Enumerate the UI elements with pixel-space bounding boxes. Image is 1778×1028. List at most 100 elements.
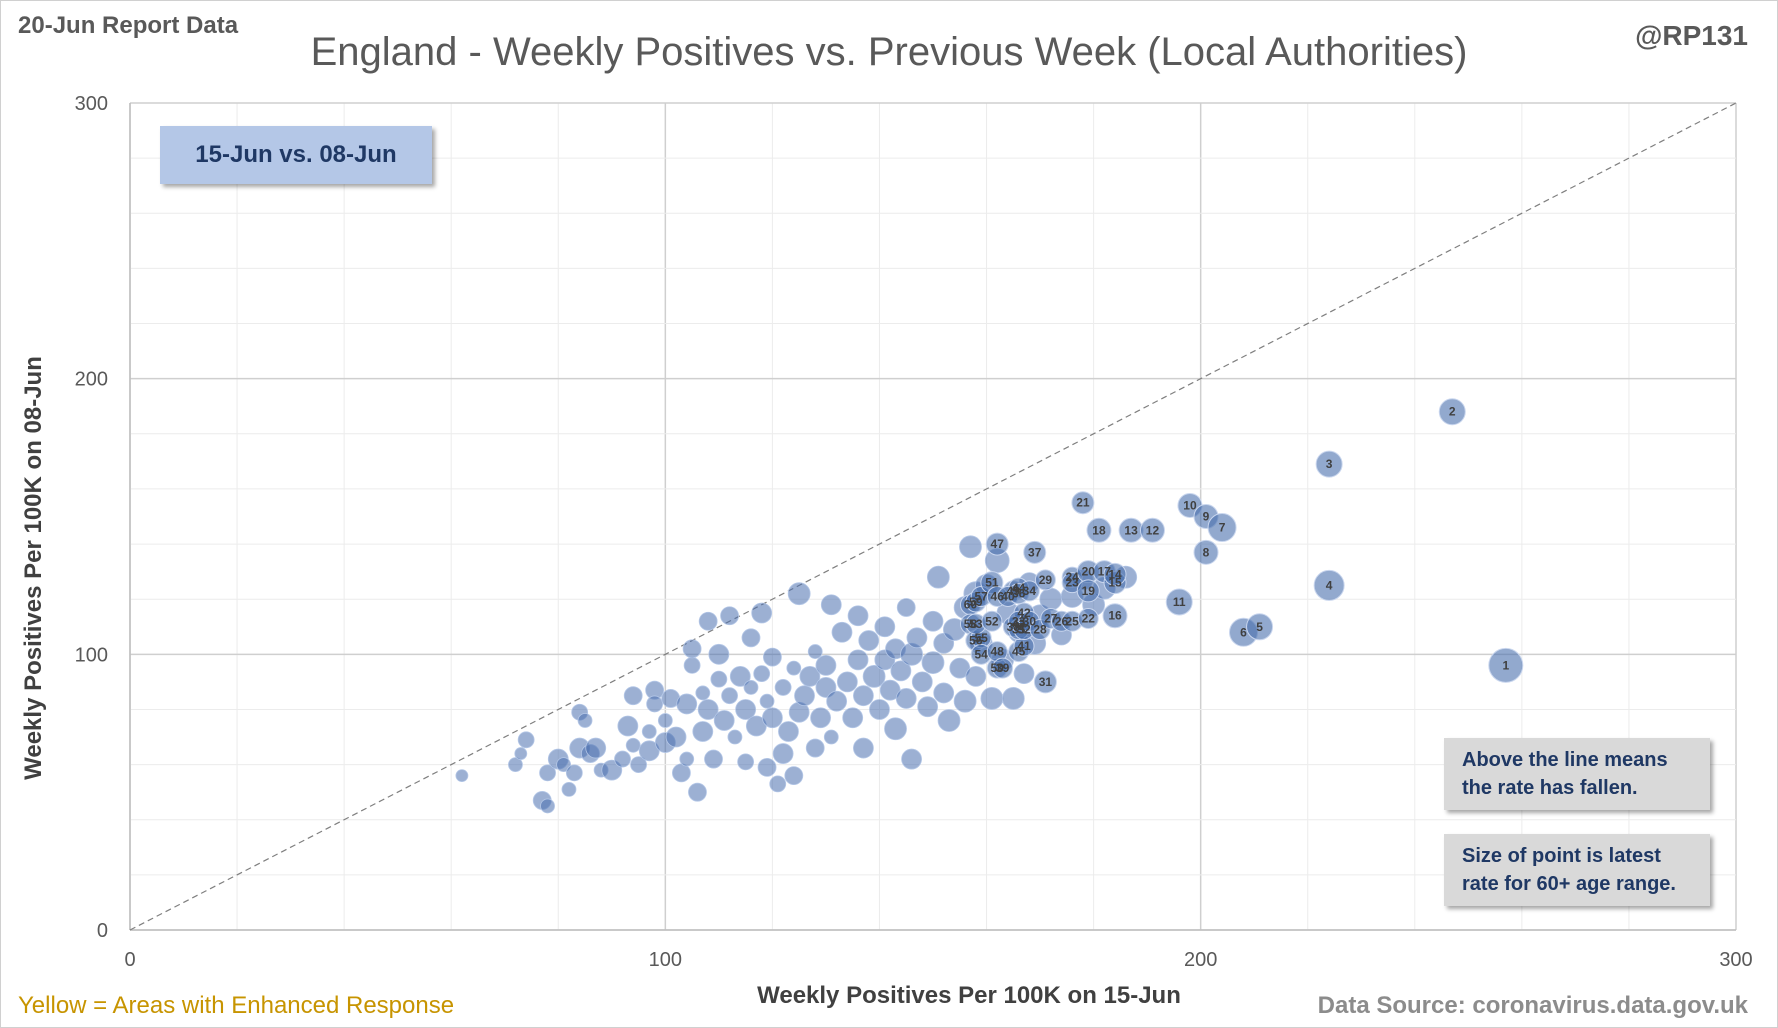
bubble xyxy=(641,724,657,739)
bubble xyxy=(514,747,528,760)
bubble xyxy=(665,726,687,748)
bubble-label: 7 xyxy=(1219,521,1226,535)
bubble-label: 35 xyxy=(1012,623,1026,637)
note-point-size: Size of point is latest rate for 60+ age… xyxy=(1444,834,1710,906)
bubble xyxy=(810,707,831,729)
bubble xyxy=(683,656,701,674)
bubble xyxy=(926,565,950,589)
bubble xyxy=(784,766,804,786)
bubble-label: 59 xyxy=(969,595,983,609)
bubble xyxy=(831,621,853,643)
bubble xyxy=(853,685,874,707)
bubble xyxy=(1039,587,1063,611)
bubble-label: 24 xyxy=(1066,570,1080,584)
bubble-labeled xyxy=(1139,517,1165,543)
note-point-size-1: Size of point is latest xyxy=(1462,845,1661,867)
bubble xyxy=(751,602,773,624)
bubble xyxy=(965,665,987,687)
bubble xyxy=(692,721,714,742)
bubble xyxy=(921,651,945,675)
bubble xyxy=(858,630,880,651)
bubble-label: 52 xyxy=(985,614,999,628)
bubble xyxy=(614,750,631,768)
bubble-label: 11 xyxy=(1173,595,1186,609)
bubble-label: 17 xyxy=(1098,565,1112,579)
bubble xyxy=(763,647,782,667)
bubble xyxy=(786,660,802,676)
bubble-labeled xyxy=(1438,398,1466,426)
bubble xyxy=(704,749,723,769)
bubble-labeled xyxy=(1193,539,1219,565)
bubble xyxy=(778,721,799,742)
bubble xyxy=(937,709,961,732)
y-tick-label: 200 xyxy=(75,369,108,391)
bubble xyxy=(743,680,759,695)
bubble-label: 34 xyxy=(1023,584,1037,598)
bubble-label: 3 xyxy=(1326,457,1333,471)
bubble xyxy=(980,687,1004,710)
bubble-label: 13 xyxy=(1124,523,1138,537)
bubble xyxy=(698,611,718,631)
parity-line xyxy=(129,102,1737,931)
bubble-label: 48 xyxy=(991,645,1005,659)
bubble xyxy=(682,639,702,659)
bubble-label: 16 xyxy=(1108,609,1122,623)
reference-line xyxy=(129,102,1737,931)
bubble-label: 27 xyxy=(1044,611,1058,625)
bubble xyxy=(901,748,922,770)
axis-ticks: 0 100 200 300 0 100 200 300 xyxy=(75,93,1753,971)
bubble-label: 43 xyxy=(1012,617,1026,631)
bubble xyxy=(1013,663,1035,685)
bubble xyxy=(508,757,523,772)
bubble-label: 49 xyxy=(1007,584,1021,598)
bubble-label: 14 xyxy=(1108,567,1122,581)
chart-title: England - Weekly Positives vs. Previous … xyxy=(310,30,1468,74)
bubble-label: 45 xyxy=(1012,645,1026,659)
bubble-label: 20 xyxy=(1082,565,1096,579)
bubble-label: 37 xyxy=(1028,545,1042,559)
bubble-label: 18 xyxy=(1092,523,1106,537)
bubble-label: 23 xyxy=(1066,576,1080,590)
bubble xyxy=(799,665,821,687)
bubble xyxy=(762,707,783,729)
bubble xyxy=(721,687,738,705)
bubble xyxy=(769,775,787,793)
bubble xyxy=(842,707,864,729)
bubble-label: 57 xyxy=(975,589,989,603)
bubble-label: 33 xyxy=(1012,614,1026,628)
bubble-labeled xyxy=(1076,579,1100,603)
bubble xyxy=(720,606,739,626)
bubble-label: 15 xyxy=(1108,576,1122,590)
note-above-line-1: Above the line means xyxy=(1462,749,1668,771)
bubble-label: 41 xyxy=(1017,639,1031,653)
bubble-labeled xyxy=(1207,513,1237,543)
bubble-label: 53 xyxy=(969,617,983,631)
bubble-label: 26 xyxy=(1055,614,1069,628)
y-axis-label: Weekly Positives Per 100K on 08-Jun xyxy=(20,356,47,780)
bubble-label: 51 xyxy=(985,576,999,590)
bubble-labeled xyxy=(985,532,1009,556)
bubble-labeled xyxy=(1165,588,1193,616)
author-handle: @RP131 xyxy=(1635,20,1748,51)
bubble xyxy=(630,756,647,773)
bubble xyxy=(695,685,711,701)
period-box: 15-Jun vs. 08-Jun xyxy=(160,126,432,184)
bubble-labeled xyxy=(1023,540,1047,564)
bubble xyxy=(1001,687,1025,710)
bubble xyxy=(713,710,735,731)
bubble xyxy=(911,671,933,693)
bubble xyxy=(807,644,823,659)
enhanced-response-legend: Yellow = Areas with Enhanced Response xyxy=(18,992,455,1019)
bubble xyxy=(625,737,641,753)
bubble xyxy=(577,713,593,728)
bubble xyxy=(455,769,469,783)
bubble-label: 5 xyxy=(1256,620,1263,634)
bubble-label: 36 xyxy=(1012,587,1026,601)
bubble xyxy=(710,670,728,688)
bubble-labeled xyxy=(1071,491,1095,515)
bubble-label: 54 xyxy=(975,647,989,661)
bubble-label: 39 xyxy=(996,661,1010,675)
bubble xyxy=(890,660,912,682)
y-tick-label: 100 xyxy=(75,644,108,666)
bubble xyxy=(729,665,751,687)
